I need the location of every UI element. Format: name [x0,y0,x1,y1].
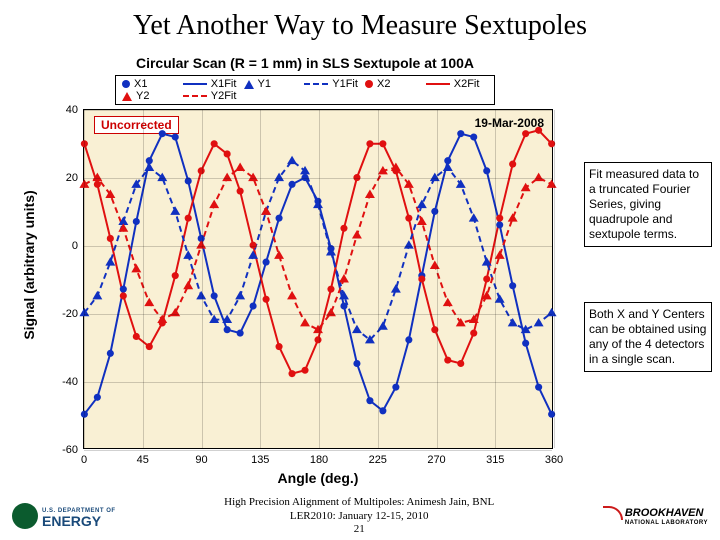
plot-area: Uncorrected 19-Mar-2008 Angle (deg.) -60… [83,109,553,449]
bnl-logo: BROOKHAVEN NATIONAL LABORATORY [603,506,708,526]
legend-y2: Y2 [122,90,183,102]
uncorrected-badge: Uncorrected [94,116,179,134]
legend: X1 X1Fit Y1 Y1Fit X2 X2Fit Y2 Y2Fit [115,75,495,105]
legend-label: Y1 [258,78,271,90]
footer-line2: LER2010: January 12-15, 2010 [224,510,494,523]
y-tick-label: -40 [42,376,78,388]
legend-label: Y2 [136,90,149,102]
legend-x2fit: X2Fit [426,78,487,90]
y-tick-label: 0 [42,240,78,252]
chart-region: Circular Scan (R = 1 mm) in SLS Sextupol… [35,55,575,475]
y-tick-label: 40 [42,104,78,116]
legend-label: X1 [134,78,147,90]
legend-label: X2Fit [454,78,480,90]
y-tick-label: -60 [42,444,78,456]
footer-line3: 21 [224,523,494,536]
legend-label: X1Fit [211,78,237,90]
doe-seal-icon [12,503,38,529]
doe-logo-main: ENERGY [42,513,101,529]
doe-logo: U.S. DEPARTMENT OF ENERGY [12,503,116,529]
note-fit: Fit measured data to a truncated Fourier… [584,162,712,247]
page-title: Yet Another Way to Measure Sextupoles [0,0,720,42]
x-tick-label: 360 [545,454,563,466]
date-badge: 19-Mar-2008 [475,116,544,130]
x-tick-label: 180 [310,454,328,466]
legend-x1fit: X1Fit [183,78,244,90]
legend-x1: X1 [122,78,183,90]
legend-label: Y1Fit [332,78,358,90]
x-tick-label: 225 [369,454,387,466]
x-tick-label: 45 [137,454,149,466]
y-axis-title: Signal (arbitrary units) [21,190,37,339]
legend-y2fit: Y2Fit [183,90,244,102]
x-tick-label: 0 [81,454,87,466]
y-tick-label: -20 [42,308,78,320]
y-tick-label: 20 [42,172,78,184]
footer: U.S. DEPARTMENT OF ENERGY High Precision… [0,496,720,536]
x-axis-title: Angle (deg.) [278,470,359,486]
footer-caption: High Precision Alignment of Multipoles: … [224,496,494,536]
bnl-swoosh-icon [603,506,623,520]
series-svg [84,110,552,448]
x-tick-label: 135 [251,454,269,466]
note-centers: Both X and Y Centers can be obtained usi… [584,302,712,372]
x-tick-label: 90 [195,454,207,466]
legend-x2: X2 [365,78,426,90]
x-tick-label: 315 [486,454,504,466]
x-tick-label: 270 [427,454,445,466]
legend-y1: Y1 [244,78,305,90]
footer-line1: High Precision Alignment of Multipoles: … [224,496,494,509]
bnl-logo-main: BROOKHAVEN [625,508,704,519]
legend-label: X2 [377,78,390,90]
legend-y1fit: Y1Fit [304,78,365,90]
bnl-logo-sub: NATIONAL LABORATORY [625,520,708,526]
legend-label: Y2Fit [211,90,237,102]
chart-title: Circular Scan (R = 1 mm) in SLS Sextupol… [35,55,575,71]
